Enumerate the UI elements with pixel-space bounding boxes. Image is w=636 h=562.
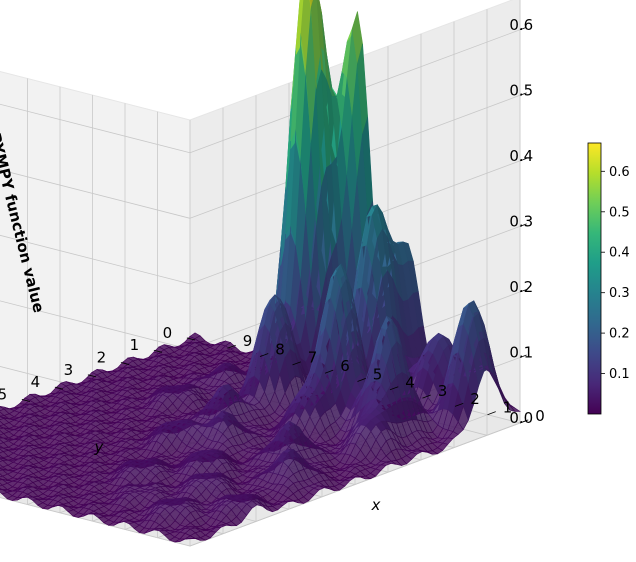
colorbar: 0.1 0.2 0.3 0.4 0.5 0.6 xyxy=(588,143,630,414)
z-tick-label: 0.0 xyxy=(509,409,533,427)
colorbar-tick-label: 0.1 xyxy=(609,367,630,382)
x-tick-label: 3 xyxy=(64,361,74,379)
y-tick-label: 5 xyxy=(373,365,383,383)
y-tick-label: 2 xyxy=(470,390,480,408)
colorbar-tick-label: 0.3 xyxy=(609,286,630,301)
x-axis-label: x xyxy=(371,496,381,514)
z-tick-label: 0.2 xyxy=(509,278,533,296)
y-axis-label: y xyxy=(94,438,105,456)
colorbar-tick-label: 0.5 xyxy=(609,205,630,220)
y-tick-label: 9 xyxy=(243,332,253,350)
x-tick-label: 2 xyxy=(97,349,107,367)
x-tick-label: 4 xyxy=(31,373,41,391)
z-tick-label: 0.3 xyxy=(509,213,533,231)
colorbar-tick-label: 0.4 xyxy=(609,246,630,261)
y-tick-label: 3 xyxy=(438,382,448,400)
colorbar-tick-label: 0.6 xyxy=(609,165,630,180)
y-tick-label: 6 xyxy=(340,357,350,375)
z-tick-label: 0.6 xyxy=(509,16,533,34)
x-tick-label: 1 xyxy=(130,336,140,354)
z-tick-label: 0.5 xyxy=(509,81,533,99)
colorbar-tick-label: 0.2 xyxy=(609,327,630,342)
x-tick-label: 0 xyxy=(163,324,173,342)
y-tick-label: 4 xyxy=(405,374,415,392)
z-tick-label: 0.1 xyxy=(509,344,533,362)
y-tick-label: 8 xyxy=(275,340,285,358)
z-tick-label: 0.4 xyxy=(509,147,533,165)
y-tick-label: 0 xyxy=(535,407,545,425)
x-tick-label: 5 xyxy=(0,385,7,403)
y-tick-label: 7 xyxy=(308,349,318,367)
colorbar-gradient xyxy=(588,143,601,414)
